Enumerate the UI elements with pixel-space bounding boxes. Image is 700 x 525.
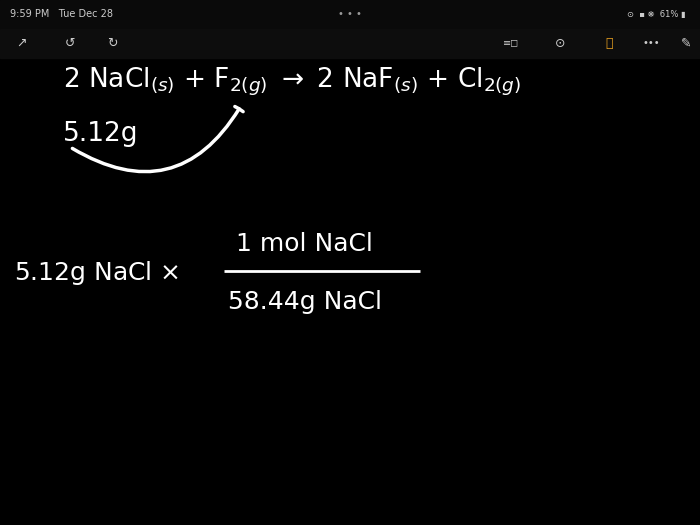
Text: 1 mol NaCl: 1 mol NaCl [236,232,373,256]
Text: ✎: ✎ [680,37,692,50]
Text: 5.12g NaCl $\times$: 5.12g NaCl $\times$ [14,259,179,287]
Text: 9:59 PM   Tue Dec 28: 9:59 PM Tue Dec 28 [10,9,113,19]
Text: 58.44g NaCl: 58.44g NaCl [228,290,382,314]
Text: 5.12g: 5.12g [63,121,139,147]
Text: •••: ••• [642,38,660,48]
Text: ↗: ↗ [15,37,27,50]
Text: Ⓐ: Ⓐ [606,37,612,50]
Bar [0,29,700,58]
Text: ↺: ↺ [64,37,76,50]
Text: ≡◻: ≡◻ [503,38,519,48]
Text: ↻: ↻ [106,37,118,50]
Text: 2 NaCl$_{(s)}$ + F$_{2(g)}$ $\rightarrow$ 2 NaF$_{(s)}$ + Cl$_{2(g)}$: 2 NaCl$_{(s)}$ + F$_{2(g)}$ $\rightarrow… [63,65,522,98]
Text: ⊙  ▪ ❋  61% ▮: ⊙ ▪ ❋ 61% ▮ [627,10,686,19]
Text: ⊙: ⊙ [554,37,566,50]
Text: • • •: • • • [338,9,362,19]
Bar [0,0,700,29]
